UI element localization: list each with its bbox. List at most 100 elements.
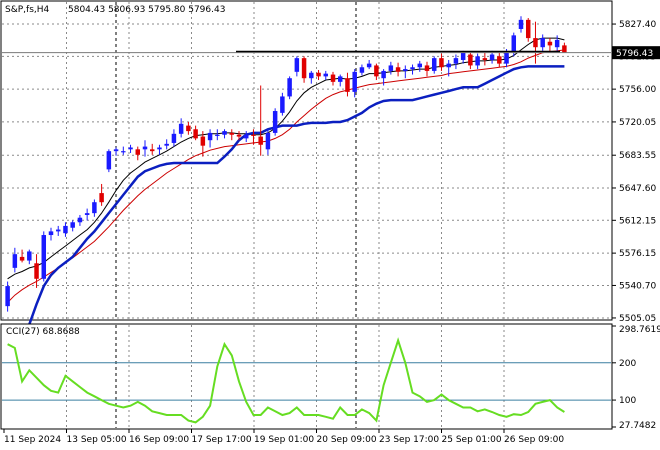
candle-body [113,149,119,152]
cci-label: CCI(27) 68.8688 [6,327,80,337]
candle-body [460,52,466,60]
candle-body [381,70,386,79]
time-axis: 11 Sep 2024 13 Sep 05:00 16 Sep 09:00 17 Se… [3,429,564,445]
price-axis: 5827.405791.955756.005720.055683.555647.… [612,20,656,324]
candle-body [518,19,524,29]
candle-body [70,222,75,228]
candle-body [106,151,112,170]
current-price-tag-bg [612,46,660,60]
candle-body [55,229,61,232]
candle-body [337,76,343,82]
time-axis-label: 23 Sep 17:00 [379,435,439,445]
candle-body [511,35,517,53]
candle-body [287,78,292,97]
candle-body [468,54,473,66]
candle-body [475,56,480,66]
candle-body [294,58,300,72]
candle-body [330,74,336,82]
candle-body [547,41,553,46]
candle-body [84,213,90,215]
candle-body [99,193,104,203]
candle-body [525,19,531,39]
price-axis-label: 5576.15 [619,249,656,259]
candle-body [453,58,459,64]
time-axis-label: 17 Sep 17:00 [192,435,252,445]
candlestick-series [5,16,567,312]
candle-body [128,147,133,150]
candle-body [186,125,191,132]
candle-body [489,54,495,60]
price-axis-label: 5612.15 [619,216,656,226]
current-price-tag-label: 5796.43 [616,49,653,59]
cci-axis-label: 200 [619,359,636,369]
price-axis-label: 5827.40 [619,20,656,30]
candle-body [200,136,206,146]
candle-body [301,58,307,79]
candle-body [171,133,177,143]
candle-body [215,134,220,136]
candle-body [157,147,162,150]
candle-body [251,134,256,136]
candle-body [504,52,509,64]
current-price-tag: 5796.43 [612,46,660,60]
price-axis-label: 5505.05 [619,314,656,324]
candle-body [374,65,379,77]
candle-body [497,56,502,64]
candle-body [34,263,39,279]
cci-pane-frame [0,323,613,430]
candle-body [236,134,242,137]
candle-body [207,132,213,141]
price-axis-label: 5720.05 [619,118,656,128]
price-pane-frame [0,0,613,321]
trailing-support-band [6,65,565,374]
cci-axis-label: 298.7619 [619,325,660,335]
candle-body [258,136,263,145]
candle-body [48,231,54,236]
candle-body [395,67,401,72]
candle-body [92,202,97,214]
candle-body [439,58,444,68]
candle-body [63,225,68,234]
candle-body [482,58,488,60]
candle-body [554,39,560,48]
time-axis-label: 11 Sep 2024 [4,435,61,445]
candle-body [410,67,415,70]
candle-body [417,63,423,68]
candle-body [352,71,357,92]
time-axis-label: 20 Sep 09:00 [317,435,377,445]
price-axis-label: 5756.00 [619,85,656,95]
time-axis-label: 16 Sep 09:00 [129,435,189,445]
candle-body [12,254,18,268]
candle-body [41,235,47,279]
cci-axis: 298.7619 200 100 27.7482 [612,325,660,431]
candle-body [5,286,10,307]
candle-body [135,149,141,155]
price-pane: S&P,fs,H4 5804.43 5806.93 5795.80 5796.4… [0,0,660,374]
candle-body [403,69,408,71]
candle-body [272,111,278,133]
candle-body [309,72,314,79]
candle-body [316,72,321,77]
candle-body [121,151,126,153]
candle-body [323,73,329,77]
candle-body [424,65,430,71]
candle-body [193,129,198,139]
chart-symbol-info: S&P,fs,H4 [5,5,50,15]
cci-line [7,337,565,424]
time-axis-label: 26 Sep 09:00 [504,435,564,445]
time-axis-label: 25 Sep 01:00 [442,435,502,445]
candle-body [27,251,32,261]
candle-body [77,217,83,223]
time-axis-label: 19 Sep 01:00 [254,435,314,445]
candle-body [222,131,227,135]
candle-body [540,38,545,48]
candle-body [359,67,365,73]
candle-body [19,256,25,261]
cci-axis-label: 27.7482 [619,421,656,431]
price-axis-label: 5683.55 [619,151,656,161]
candle-body [164,143,169,146]
candle-body [178,123,184,134]
slow-moving-average [7,49,565,303]
candle-body [243,134,249,139]
price-axis-label: 5540.70 [619,281,656,291]
